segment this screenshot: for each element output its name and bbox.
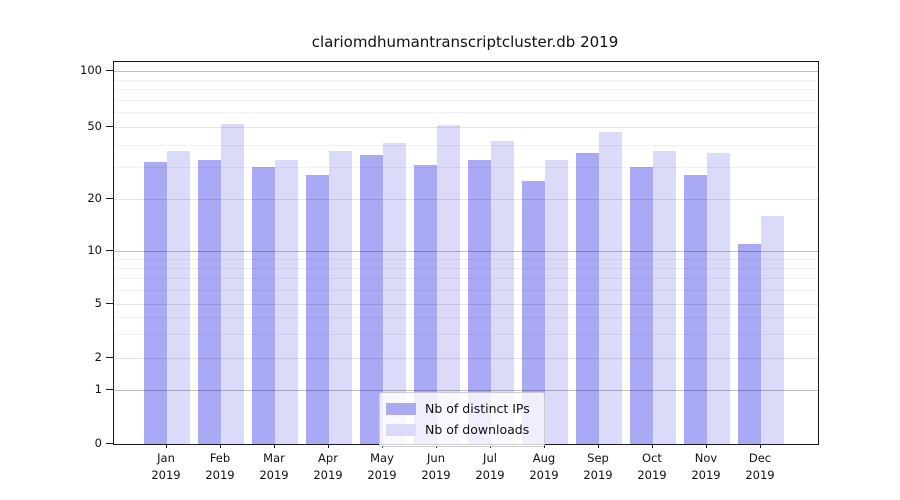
minor-gridline-30 <box>114 167 818 169</box>
y-tick-50 <box>106 126 113 127</box>
x-tick-mar <box>274 444 275 448</box>
x-tick-apr <box>328 444 329 448</box>
minor-gridline-90 <box>114 79 818 81</box>
chart-title: clariomdhumantranscriptcluster.db 2019 <box>311 33 619 51</box>
bar-ips-may <box>360 155 383 444</box>
gridline-10 <box>114 251 818 252</box>
bar-ips-jul <box>468 159 491 444</box>
y-tick-label-1: 1 <box>94 382 102 396</box>
x-tick-label-jun: Jun 2019 <box>421 451 451 483</box>
bar-downloads-jul <box>491 140 514 444</box>
bar-ips-oct <box>630 167 653 444</box>
x-tick-nov <box>706 444 707 448</box>
y-tick-label-100: 100 <box>80 63 102 77</box>
x-tick-label-oct: Oct 2019 <box>637 451 667 483</box>
legend-label-downloads: Nb of downloads <box>425 422 530 437</box>
bar-downloads-may <box>383 142 406 444</box>
y-tick-100 <box>106 70 113 71</box>
x-tick-label-apr: Apr 2019 <box>313 451 343 483</box>
y-tick-1 <box>106 389 113 390</box>
bar-ips-mar <box>252 167 275 444</box>
plot-area: Nb of distinct IPs Nb of downloads <box>113 61 819 447</box>
minor-gridline-60 <box>114 112 818 114</box>
y-tick-2 <box>106 357 113 358</box>
y-tick-0 <box>106 443 113 444</box>
gridline-5 <box>114 304 818 305</box>
x-tick-label-jan: Jan 2019 <box>151 451 181 483</box>
minor-gridline-8 <box>114 268 818 270</box>
bar-ips-apr <box>306 175 329 444</box>
gridline-1 <box>114 390 818 391</box>
bar-downloads-nov <box>707 152 730 444</box>
bar-downloads-mar <box>275 159 298 444</box>
bar-downloads-jan <box>167 150 190 444</box>
y-tick-label-20: 20 <box>87 191 102 205</box>
x-tick-label-nov: Nov 2019 <box>691 451 721 483</box>
bar-downloads-aug <box>545 159 568 444</box>
bar-ips-nov <box>684 175 707 444</box>
minor-gridline-9 <box>114 259 818 261</box>
y-tick-label-5: 5 <box>94 296 102 310</box>
x-tick-feb <box>220 444 221 448</box>
y-tick-label-50: 50 <box>87 119 102 133</box>
bar-downloads-feb <box>221 123 244 444</box>
legend-swatch-ips-icon <box>386 402 416 415</box>
bar-ips-jan <box>144 162 167 444</box>
legend-row-ips: Nb of distinct IPs <box>386 398 536 419</box>
x-tick-jan <box>166 444 167 448</box>
bar-downloads-dec <box>761 215 784 444</box>
bar-ips-aug <box>522 181 545 444</box>
legend-swatch-downloads-icon <box>386 423 416 436</box>
y-tick-10 <box>106 250 113 251</box>
x-tick-sep <box>598 444 599 448</box>
x-tick-label-sep: Sep 2019 <box>583 451 613 483</box>
x-tick-dec <box>760 444 761 448</box>
x-tick-aug <box>544 444 545 448</box>
x-tick-oct <box>652 444 653 448</box>
y-tick-label-10: 10 <box>87 243 102 257</box>
y-tick-20 <box>106 198 113 199</box>
minor-gridline-6 <box>114 290 818 292</box>
minor-gridline-70 <box>114 99 818 101</box>
bar-ips-dec <box>738 243 761 444</box>
x-tick-label-may: May 2019 <box>367 451 397 483</box>
y-tick-label-2: 2 <box>94 350 102 364</box>
minor-gridline-4 <box>114 317 818 319</box>
x-tick-label-feb: Feb 2019 <box>205 451 235 483</box>
bar-ips-sep <box>576 152 599 444</box>
y-tick-5 <box>106 303 113 304</box>
bar-downloads-apr <box>329 150 352 444</box>
legend-label-ips: Nb of distinct IPs <box>425 401 530 416</box>
minor-gridline-3 <box>114 334 818 336</box>
minor-gridline-40 <box>114 144 818 146</box>
minor-gridline-7 <box>114 278 818 280</box>
bar-downloads-sep <box>599 131 622 444</box>
gridline-100 <box>114 71 818 72</box>
x-tick-label-mar: Mar 2019 <box>259 451 289 483</box>
minor-gridline-80 <box>114 89 818 91</box>
legend-row-downloads: Nb of downloads <box>386 419 536 440</box>
gridline-2 <box>114 358 818 359</box>
bar-downloads-jun <box>437 125 460 444</box>
bar-ips-feb <box>198 159 221 444</box>
legend: Nb of distinct IPs Nb of downloads <box>379 392 545 447</box>
x-tick-label-jul: Jul 2019 <box>475 451 505 483</box>
x-tick-label-aug: Aug 2019 <box>529 451 559 483</box>
gridline-50 <box>114 127 818 128</box>
y-tick-label-0: 0 <box>94 436 102 450</box>
bar-downloads-oct <box>653 150 676 444</box>
x-tick-label-dec: Dec 2019 <box>745 451 775 483</box>
gridline-20 <box>114 199 818 200</box>
bar-ips-jun <box>414 164 437 444</box>
